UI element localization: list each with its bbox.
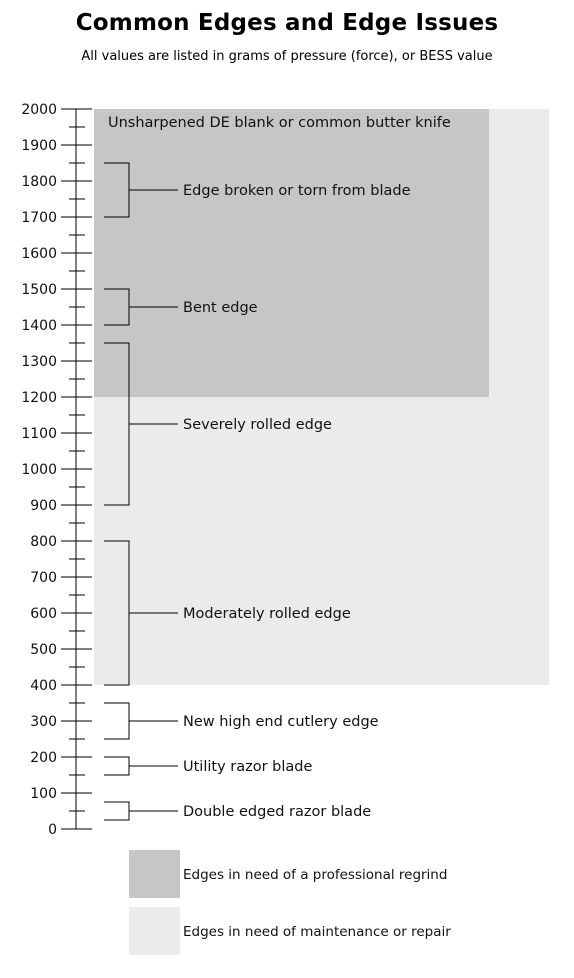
y-tick-label: 1300 — [21, 354, 57, 370]
y-tick-label: 1200 — [21, 390, 57, 406]
chart-subtitle: All values are listed in grams of pressu… — [81, 49, 493, 64]
y-tick-label: 0 — [48, 822, 57, 838]
y-tick-label: 1700 — [21, 210, 57, 226]
legend-swatch — [129, 850, 180, 898]
y-tick-label: 1800 — [21, 174, 57, 190]
range-label: Moderately rolled edge — [183, 606, 351, 622]
y-tick-label: 300 — [30, 714, 57, 730]
range-label: Edge broken or torn from blade — [183, 183, 411, 199]
y-tick-label: 600 — [30, 606, 57, 622]
y-tick-label: 1400 — [21, 318, 57, 334]
range-label: Utility razor blade — [183, 759, 312, 775]
chart-title: Common Edges and Edge Issues — [75, 10, 499, 36]
y-tick-label: 700 — [30, 570, 57, 586]
y-tick-label: 200 — [30, 750, 57, 766]
legend-label: Edges in need of maintenance or repair — [183, 924, 451, 940]
y-tick-label: 800 — [30, 534, 57, 550]
range-bracket — [104, 702, 130, 740]
y-tick-label: 500 — [30, 642, 57, 658]
y-tick-label: 400 — [30, 678, 57, 694]
y-tick-label: 100 — [30, 786, 57, 802]
range-label: Bent edge — [183, 300, 258, 316]
y-tick-label: 1100 — [21, 426, 57, 442]
y-tick-label: 900 — [30, 498, 57, 514]
range-label: Severely rolled edge — [183, 417, 332, 433]
range-label: Double edged razor blade — [183, 804, 371, 820]
y-tick-label: 1600 — [21, 246, 57, 262]
range-bracket — [104, 756, 130, 776]
legend-label: Edges in need of a professional regrind — [183, 867, 447, 883]
range-bracket — [104, 801, 130, 821]
region-label-1: Unsharpened DE blank or common butter kn… — [108, 115, 451, 131]
y-tick-label: 1900 — [21, 138, 57, 154]
range-label: New high end cutlery edge — [183, 714, 379, 730]
legend-swatch — [129, 907, 180, 955]
y-tick-label: 1500 — [21, 282, 57, 298]
shaded-region-1 — [94, 109, 489, 397]
y-tick-label: 2000 — [21, 102, 57, 118]
y-tick-label: 1000 — [21, 462, 57, 478]
